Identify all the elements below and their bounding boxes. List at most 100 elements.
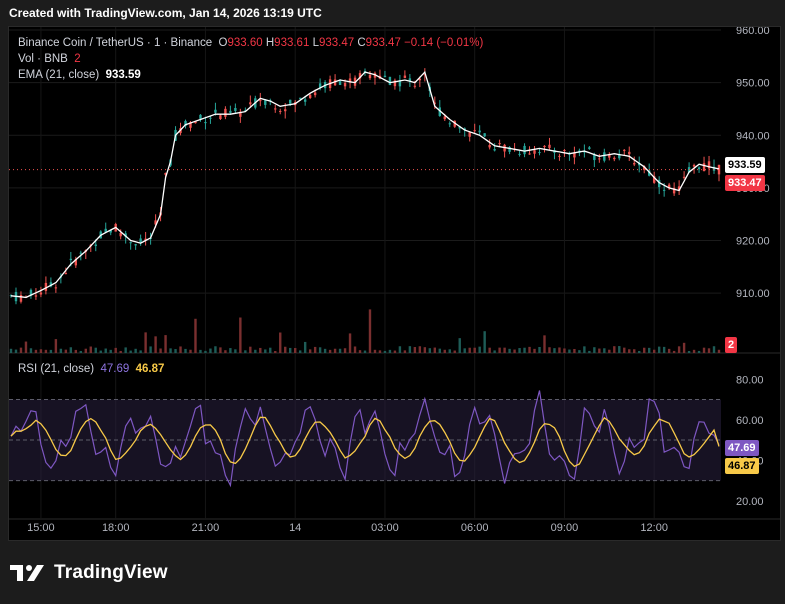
price-tick-label: 950.00	[736, 78, 770, 90]
candle-body	[558, 155, 561, 157]
volume-bar	[308, 349, 312, 353]
chart-caption: Created with TradingView.com, Jan 14, 20…	[0, 0, 785, 26]
candle-body	[144, 238, 147, 241]
candle-body	[473, 130, 476, 132]
volume-bar	[568, 349, 571, 353]
rsi-tick-label: 20.00	[736, 496, 764, 508]
volume-bar	[598, 348, 601, 353]
chart-frame[interactable]: 910.00920.00930.00940.00950.00960.0015:0…	[8, 26, 781, 541]
candle-body	[433, 102, 437, 104]
volume-bar	[64, 349, 68, 353]
volume-bar	[279, 332, 282, 353]
volume-bar	[657, 346, 661, 353]
legend-volume-row[interactable]: Vol · BNB 2	[18, 51, 483, 67]
volume-bar	[433, 347, 437, 353]
volume-bar	[438, 348, 441, 353]
candle-body	[219, 115, 222, 120]
volume-bar	[493, 350, 496, 353]
close-value: 933.47	[365, 37, 401, 49]
volume-bar	[588, 350, 591, 353]
candle-body	[633, 163, 636, 165]
volume-bar	[473, 347, 476, 353]
price-tick-label: 920.00	[736, 236, 770, 248]
candle-body	[692, 165, 696, 167]
grid-layer	[9, 27, 780, 520]
volume-bar	[174, 349, 177, 353]
candle-body	[652, 176, 656, 183]
candle-body	[274, 108, 277, 110]
candle-body	[528, 153, 531, 155]
candle-body	[49, 282, 53, 287]
price-chart-canvas[interactable]: 910.00920.00930.00940.00950.00960.0015:0…	[9, 27, 781, 541]
candle-body	[44, 282, 48, 291]
volume-bar	[633, 349, 636, 353]
symbol-name[interactable]: Binance Coin / TetherUS · 1 · Binance	[18, 37, 213, 49]
volume-bar	[652, 349, 656, 353]
rsi-tick-label: 80.00	[736, 374, 764, 386]
volume-bar	[179, 346, 182, 353]
low-label: L	[312, 37, 319, 49]
candle-body	[79, 252, 83, 254]
volume-bar	[84, 348, 87, 353]
candle-body	[29, 289, 33, 296]
candle-body	[583, 151, 586, 153]
volume-bar	[313, 346, 317, 353]
volume-bar	[463, 348, 466, 353]
candle-body	[373, 73, 377, 78]
volume-bar	[29, 348, 33, 353]
volume-bar	[548, 347, 551, 353]
open-label: O	[218, 37, 228, 49]
rsi-ma-value: 46.87	[135, 363, 165, 375]
volume-bar	[293, 348, 297, 353]
volume-bar	[608, 349, 611, 353]
volume-bar	[458, 338, 461, 353]
candle-body	[702, 163, 706, 172]
candle-body	[303, 99, 307, 102]
candle-body	[638, 163, 641, 166]
volume-bar	[373, 349, 377, 353]
candle-body	[682, 176, 686, 178]
candle-body	[598, 158, 601, 160]
rsi-tag: 47.69	[725, 440, 759, 456]
volume-bar	[124, 347, 127, 353]
volume-bar	[94, 347, 97, 353]
volume-bar	[323, 348, 327, 353]
candle-body	[338, 81, 342, 86]
candle-body	[672, 187, 676, 194]
volume-bar	[468, 347, 471, 353]
rsi-band	[9, 399, 721, 481]
volume-bar	[59, 348, 63, 353]
candle-body	[647, 170, 651, 176]
volume-bar	[159, 348, 162, 353]
volume-bar	[398, 346, 402, 353]
volume-bar	[129, 350, 132, 353]
volume-bar	[109, 349, 112, 353]
candle-body	[184, 120, 187, 126]
candle-body	[418, 78, 422, 81]
volume-tag: 2	[725, 337, 738, 353]
volume-bar	[19, 347, 23, 353]
volume-bar	[39, 349, 43, 353]
volume-bar	[603, 348, 606, 353]
candle-body	[383, 75, 387, 78]
volume-bar	[488, 347, 491, 353]
candle-body	[124, 233, 127, 237]
change-value: −0.14 (−0.01%)	[404, 37, 484, 49]
volume-bar	[503, 347, 506, 353]
volume-bar	[573, 348, 576, 353]
volume-bar	[149, 346, 152, 353]
volume-bar	[194, 318, 197, 353]
volume-bar	[368, 309, 372, 353]
candle-body	[164, 172, 167, 175]
price-legend: Binance Coin / TetherUS · 1 · Binance O 9…	[18, 35, 483, 83]
rsi-legend[interactable]: RSI (21, close) 47.69 46.87	[18, 361, 164, 377]
legend-ema-row[interactable]: EMA (21, close) 933.59	[18, 67, 483, 83]
volume-bar	[647, 347, 651, 353]
volume-bar	[578, 350, 581, 353]
candle-body	[348, 78, 352, 83]
volume-bar	[284, 346, 287, 353]
candle-body	[618, 154, 621, 159]
volume-bar	[189, 349, 192, 353]
rsi-line	[10, 390, 720, 488]
candle-body	[628, 151, 631, 155]
